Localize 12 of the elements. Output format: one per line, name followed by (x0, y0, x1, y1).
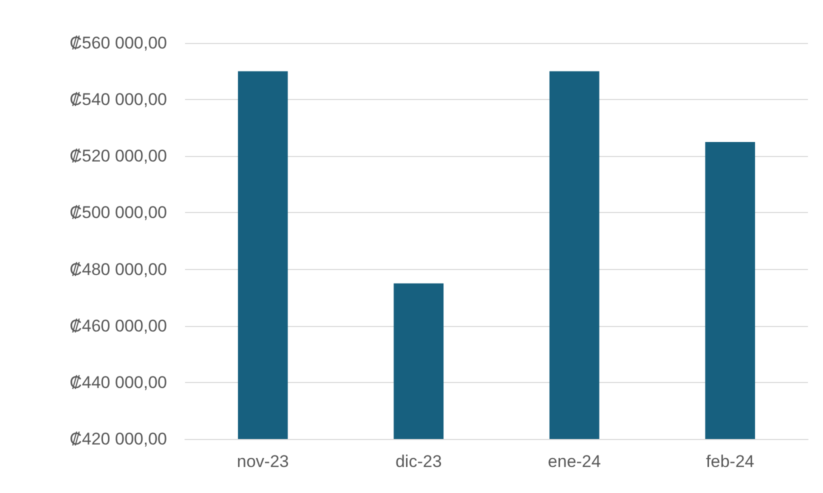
y-tick-label: ₡560 000,00 (70, 34, 167, 52)
x-tick-label: feb-24 (706, 452, 754, 471)
y-tick-label: ₡440 000,00 (70, 372, 167, 392)
y-tick-label: ₡420 000,00 (70, 430, 167, 448)
y-tick-label: ₡540 000,00 (70, 90, 167, 110)
y-tick-label: ₡500 000,00 (70, 203, 167, 222)
x-tick-label: ene-24 (548, 452, 601, 471)
y-tick-label: ₡480 000,00 (70, 260, 167, 279)
x-tick-label: nov-23 (236, 452, 289, 471)
x-tick-label: dic-23 (395, 452, 442, 471)
y-tick-label: ₡520 000,00 (70, 146, 167, 166)
y-tick-label: ₡460 000,00 (70, 316, 167, 336)
